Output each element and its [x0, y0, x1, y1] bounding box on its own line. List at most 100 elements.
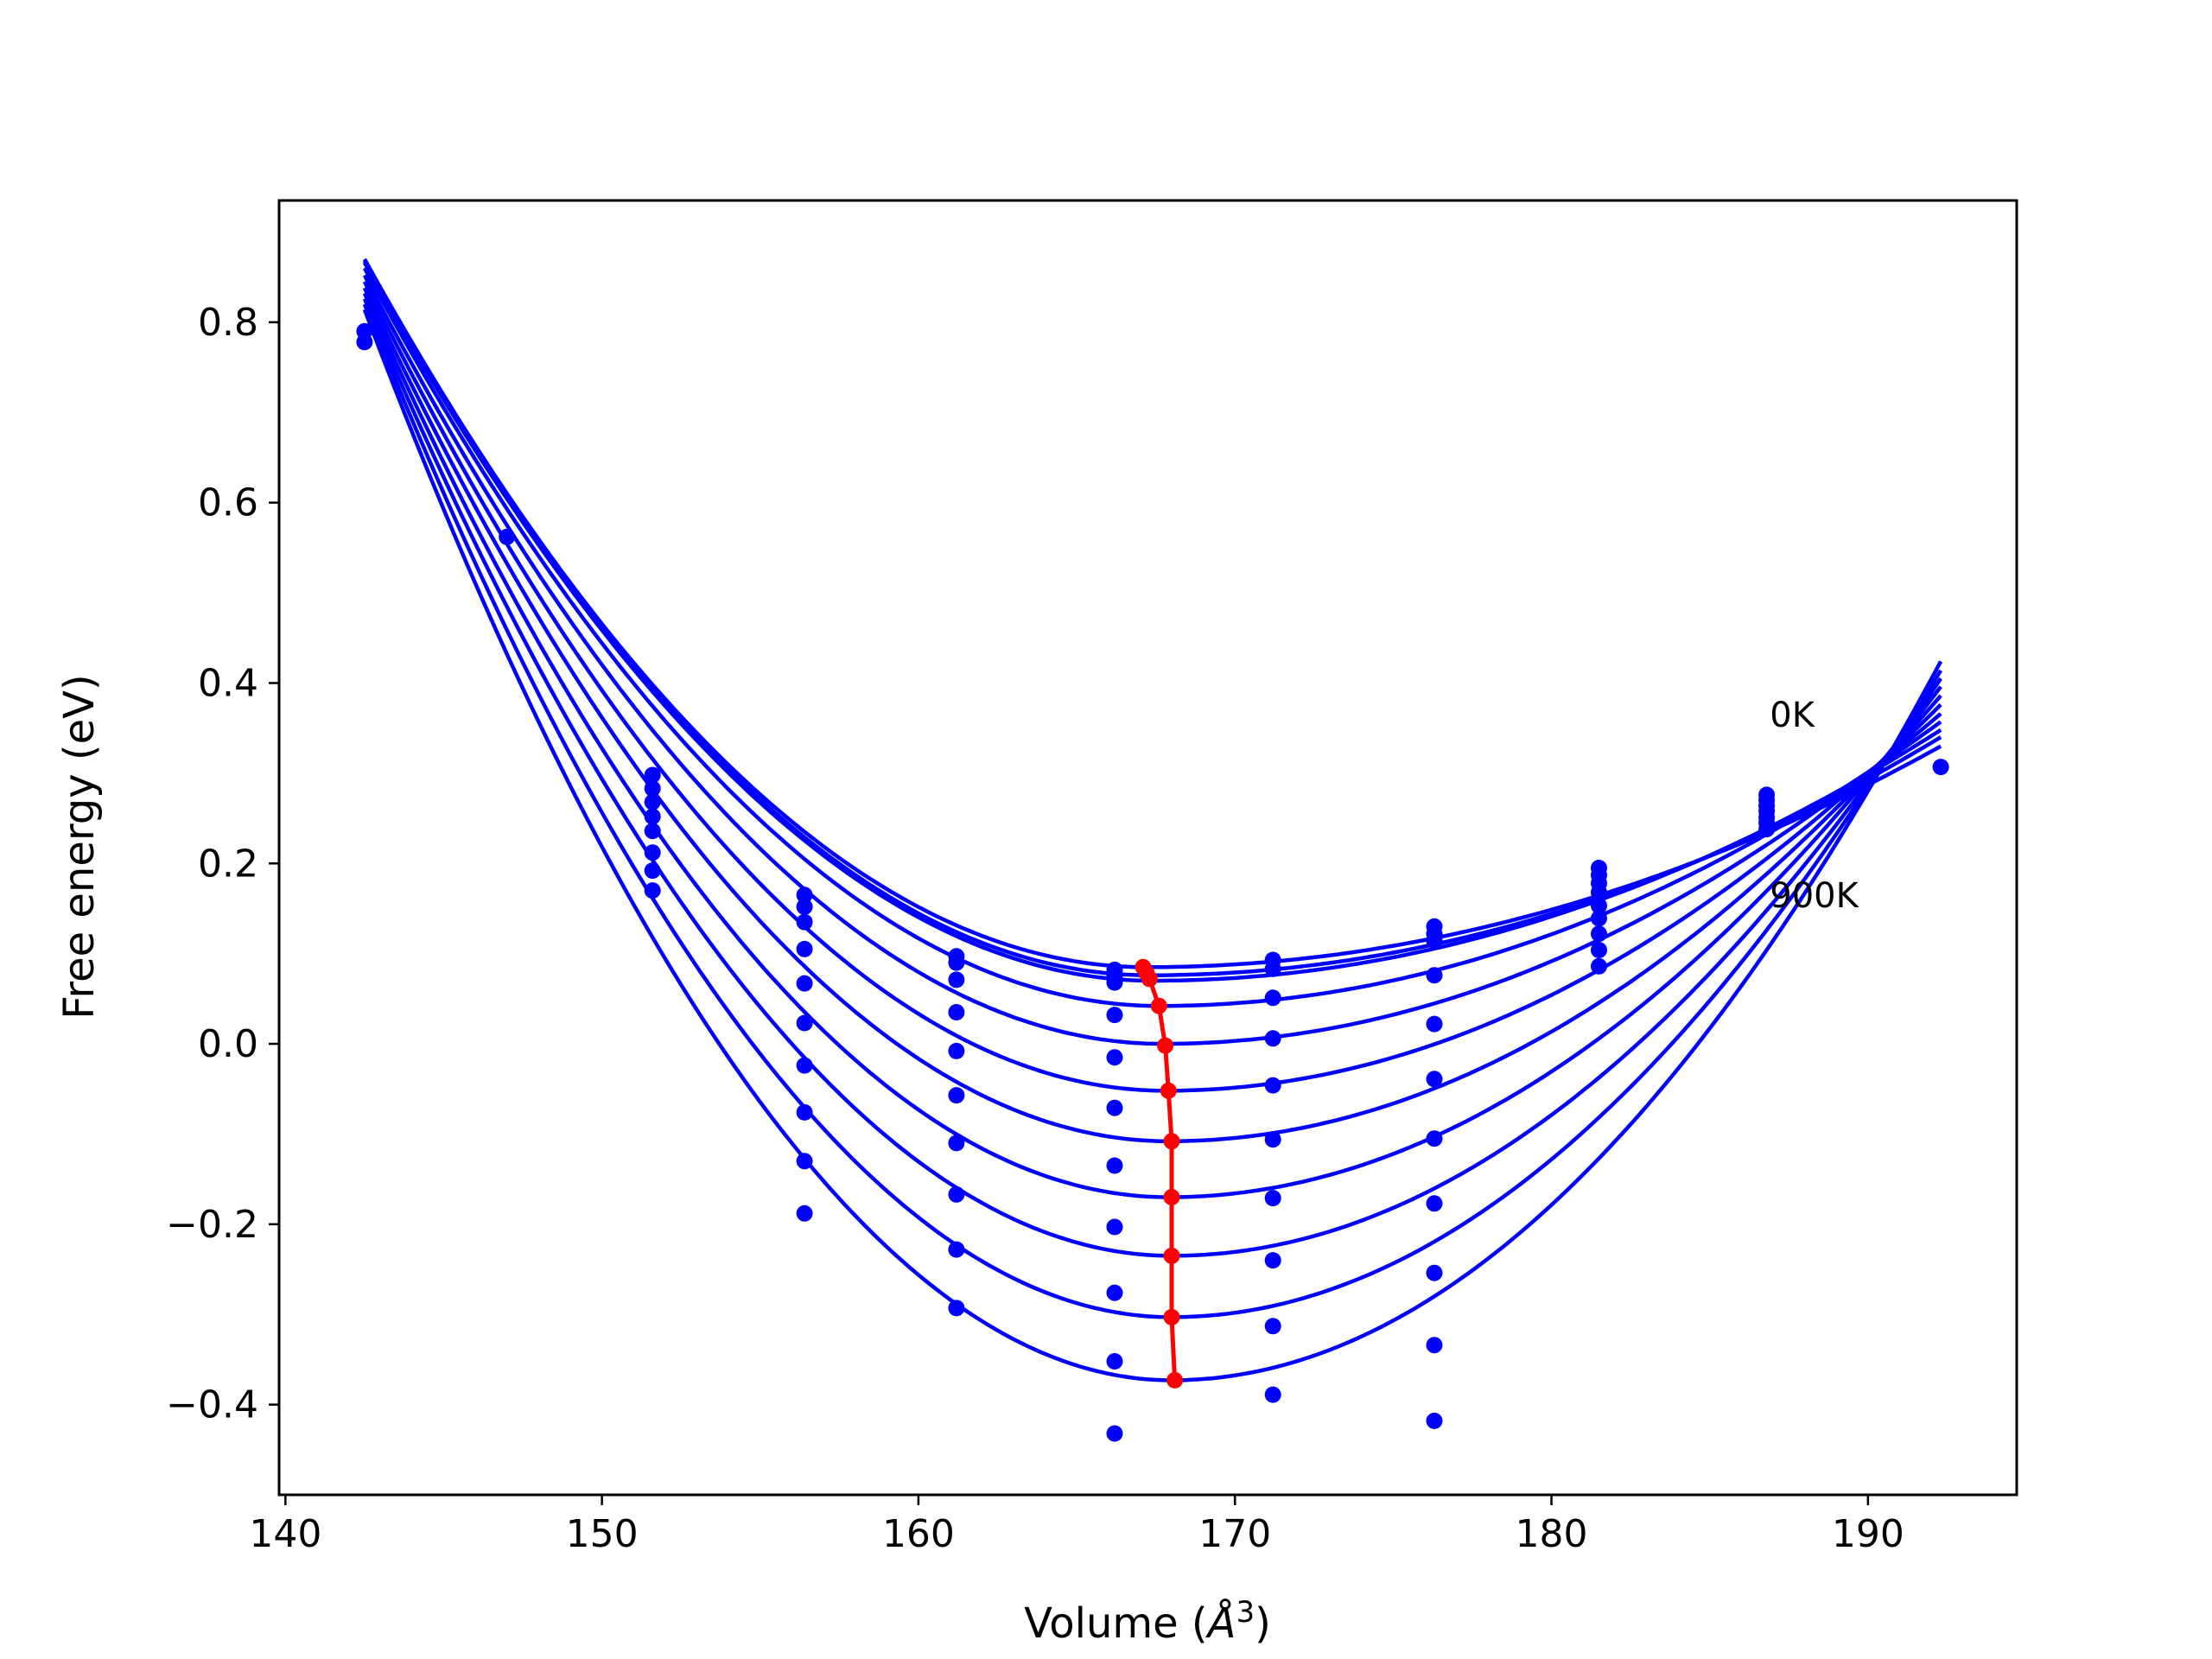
- y-tick-label: −0.4: [166, 1383, 258, 1427]
- data-point: [796, 1057, 813, 1074]
- data-point: [644, 808, 661, 825]
- data-point: [1591, 897, 1607, 914]
- data-point: [796, 1014, 813, 1032]
- data-point: [1426, 1015, 1443, 1033]
- fit-curve-5: [362, 280, 1942, 1093]
- minimum-point: [1163, 1189, 1180, 1205]
- x-tick-label: 190: [1832, 1512, 1904, 1556]
- data-points: [356, 322, 1949, 1442]
- data-point: [644, 844, 661, 861]
- minimum-point: [1166, 1371, 1184, 1389]
- data-point: [1591, 957, 1607, 975]
- minimum-point: [1163, 1308, 1180, 1325]
- data-point: [499, 528, 516, 545]
- minimum-point: [1157, 1037, 1174, 1054]
- x-tick-label: 150: [566, 1512, 639, 1556]
- x-axis-label-symbol: Å: [1205, 1599, 1236, 1648]
- x-axis-label: Volume (Å3): [1024, 1595, 1271, 1648]
- data-point: [796, 1153, 813, 1170]
- x-tick-label: 160: [882, 1512, 955, 1556]
- y-axis-ticks: −0.4 −0.2 0.0 0.2 0.4 0.6 0.8: [166, 301, 279, 1427]
- data-point: [1106, 974, 1123, 991]
- data-point: [1264, 1030, 1281, 1047]
- data-point: [1264, 960, 1281, 977]
- curve-annotation: 0K: [1770, 696, 1815, 735]
- y-tick-label: 0.8: [198, 301, 258, 345]
- data-point: [948, 1241, 965, 1258]
- data-point: [1426, 1412, 1443, 1429]
- y-tick-label: 0.2: [198, 842, 258, 886]
- minimum-point: [1150, 997, 1167, 1014]
- x-tick-label: 170: [1198, 1512, 1271, 1556]
- data-point: [948, 1004, 965, 1020]
- data-point: [1264, 989, 1281, 1007]
- fit-curve-9: [362, 303, 1943, 1319]
- data-point: [1106, 1007, 1123, 1024]
- fit-curve-4: [362, 274, 1942, 1046]
- data-point: [644, 862, 661, 880]
- data-point: [1426, 1195, 1443, 1212]
- data-point: [1426, 967, 1443, 984]
- data-point: [1264, 1131, 1281, 1148]
- fit-curves: [362, 257, 1943, 1382]
- x-tick-label: 140: [249, 1512, 321, 1556]
- curve-annotations: 0K 900K: [1770, 696, 1859, 916]
- data-point: [1591, 910, 1607, 927]
- y-tick-label: 0.0: [198, 1022, 258, 1066]
- data-point: [1264, 1252, 1281, 1269]
- data-point: [1264, 1190, 1281, 1207]
- minimum-line: [1135, 958, 1184, 1389]
- data-point: [1264, 1077, 1281, 1094]
- data-point: [1106, 1099, 1123, 1116]
- data-point: [948, 1042, 965, 1059]
- data-point: [1426, 1337, 1443, 1354]
- data-point: [1591, 925, 1607, 943]
- data-point: [948, 954, 965, 971]
- data-point: [356, 322, 373, 340]
- data-point: [1426, 932, 1443, 950]
- data-point: [796, 1205, 813, 1222]
- y-tick-label: 0.6: [198, 481, 258, 525]
- data-point: [644, 823, 661, 840]
- x-axis-label-exponent: 3: [1236, 1595, 1255, 1630]
- data-point: [796, 887, 813, 904]
- plot-area: [356, 257, 1949, 1442]
- fit-curve-8: [362, 297, 1942, 1258]
- data-point: [1264, 1318, 1281, 1335]
- data-point: [796, 975, 813, 992]
- data-point: [1426, 1264, 1443, 1281]
- data-point: [644, 766, 661, 784]
- data-point: [644, 780, 661, 798]
- x-tick-label: 180: [1516, 1512, 1588, 1556]
- y-axis-label: Free energy (eV): [55, 674, 104, 1019]
- data-point: [1106, 1049, 1123, 1066]
- data-point: [1106, 1157, 1123, 1174]
- data-point: [948, 971, 965, 988]
- data-point: [644, 793, 661, 810]
- data-point: [1106, 1218, 1123, 1236]
- data-point: [948, 1135, 965, 1152]
- fit-curve-10: [362, 308, 1943, 1382]
- minimum-point: [1141, 970, 1158, 988]
- data-point: [1264, 1386, 1281, 1403]
- minimum-point: [1160, 1082, 1177, 1099]
- data-point: [796, 898, 813, 915]
- data-point: [948, 1300, 965, 1317]
- data-point: [1426, 1071, 1443, 1088]
- data-point: [796, 940, 813, 957]
- data-point: [644, 882, 661, 899]
- data-point: [1591, 942, 1607, 958]
- fit-curve-7: [362, 292, 1942, 1199]
- x-axis-label-text: Volume (: [1024, 1599, 1208, 1648]
- data-point: [1106, 1284, 1123, 1301]
- data-point: [1591, 884, 1607, 901]
- data-point: [948, 1087, 965, 1104]
- minimum-point: [1163, 1247, 1180, 1264]
- x-axis-label-close: ): [1255, 1599, 1271, 1648]
- y-tick-label: 0.4: [198, 661, 258, 705]
- data-point: [1106, 1353, 1123, 1370]
- data-point: [948, 1185, 965, 1203]
- fit-curve-6: [362, 287, 1942, 1144]
- axes-frame: [277, 199, 2018, 1497]
